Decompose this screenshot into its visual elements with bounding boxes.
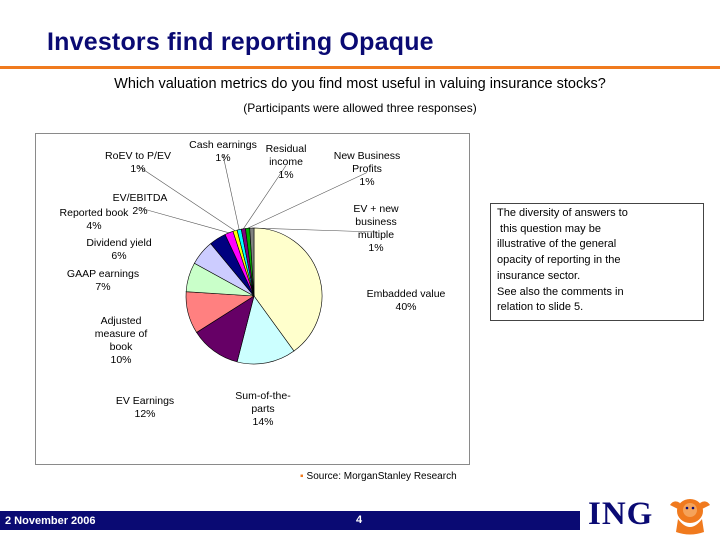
leader-line <box>247 172 368 229</box>
pie-chart-frame: Embadded value 40% Sum-of-the-parts 14% EV E… <box>35 133 470 465</box>
slice-label: Cash earnings 1% <box>189 139 257 164</box>
source-note: ▪ Source: MorganStanley Research <box>300 471 457 482</box>
slice-label: GAAP earnings 7% <box>67 268 139 293</box>
slide-title: Investors find reporting Opaque <box>47 28 434 56</box>
slice-label: Embadded value 40% <box>367 288 446 313</box>
slice-label: Dividend yield 6% <box>86 237 152 262</box>
pie-slice <box>249 227 255 297</box>
leader-line <box>139 207 230 234</box>
leader-line <box>222 154 240 230</box>
slice-label: New Business Profits 1% <box>334 150 401 188</box>
pie-chart: Embadded value 40% Sum-of-the-parts 14% EV E… <box>60 139 446 428</box>
slice-label: RoEV to P/EV 1% <box>105 150 171 175</box>
pie-slice <box>236 295 295 365</box>
survey-subquestion: (Participants were allowed three respons… <box>243 101 477 115</box>
note-line: relation to slide 5. <box>497 301 584 314</box>
bullet-icon: ▪ <box>300 471 304 482</box>
slice-label: Residual income 1% <box>266 143 307 181</box>
ing-logo: ING <box>588 494 718 536</box>
page-number: 4 <box>356 514 363 526</box>
slice-label: EV Earnings 12% <box>116 395 174 420</box>
note-line: this question may be <box>497 222 601 235</box>
slice-label: Sum-of-the-parts 14% <box>235 390 291 428</box>
note-line: illustrative of the general <box>497 238 617 251</box>
note-box: The diversity of answers to this questio… <box>490 203 704 321</box>
lion-icon <box>670 499 710 535</box>
logo-text: ING <box>588 496 654 532</box>
note-line: See also the comments in <box>497 285 624 298</box>
leader-line <box>243 165 287 230</box>
footer-bar <box>0 511 580 530</box>
slice-label: EV + new business multiple 1% <box>353 203 399 254</box>
slice-label: Adjusted measure of book 10% <box>95 315 148 366</box>
footer-date: 2 November 2006 <box>5 515 96 527</box>
note-line: opacity of reporting in the <box>497 254 621 267</box>
slice-label: Reported book 4% <box>60 207 130 232</box>
source-text: Source: MorganStanley Research <box>306 471 457 482</box>
leader-line <box>251 227 377 233</box>
leader-line <box>137 165 236 231</box>
note-line: The diversity of answers to <box>497 207 628 219</box>
note-line: insurance sector. <box>497 269 581 282</box>
slice-label: EV/EBITDA 2% <box>113 192 168 217</box>
pie-slice <box>253 227 323 352</box>
survey-question: Which valuation metrics do you find most… <box>114 76 606 92</box>
title-underline <box>0 66 720 69</box>
